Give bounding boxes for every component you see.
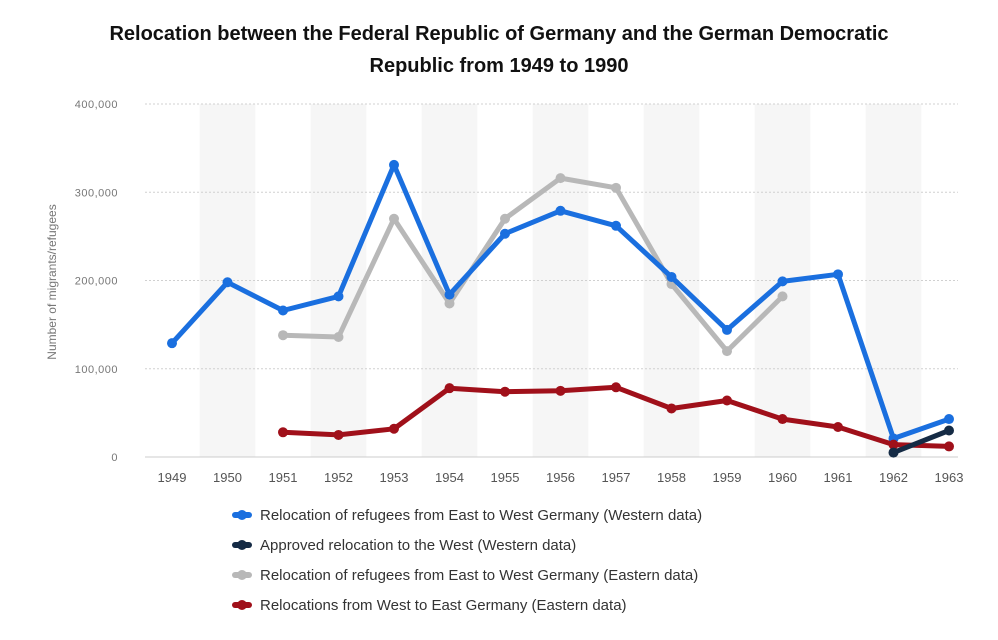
legend-item[interactable]: Relocations from West to East Germany (E… [232,590,702,620]
data-point[interactable] [167,338,177,349]
data-point[interactable] [389,213,399,224]
data-point[interactable] [389,423,399,434]
data-point[interactable] [333,331,344,342]
gridlines [145,103,958,458]
x-axis-ticks: 1949 1950 1951 1952 1953 1954 1955 1956 1957 1958… [158,470,964,485]
data-point[interactable] [333,291,344,302]
series-line [280,175,785,354]
data-point[interactable] [888,439,899,450]
legend-item[interactable]: Approved relocation to the West (Western… [232,530,702,560]
x-tick-label: 1954 [435,470,464,485]
data-point[interactable] [722,346,732,357]
data-point[interactable] [944,441,954,452]
x-tick-label: 1953 [380,470,409,485]
x-tick-label: 1961 [824,470,853,485]
data-point[interactable] [611,182,621,193]
data-point[interactable] [888,447,899,458]
x-tick-label: 1963 [935,470,964,485]
data-point[interactable] [444,383,455,394]
series-2[interactable] [278,173,788,357]
data-point[interactable] [944,414,954,425]
y-tick-label: 400,000 [75,99,118,111]
legend-marker [232,540,252,550]
x-tick-label: 1956 [546,470,575,485]
data-point[interactable] [777,276,788,287]
legend-label: Approved relocation to the West (Western… [260,536,577,554]
data-point[interactable] [666,403,677,414]
data-point[interactable] [833,421,843,432]
y-axis-label: Number of migrants/refugees [45,204,59,359]
data-point[interactable] [555,385,566,396]
x-tick-label: 1951 [269,470,298,485]
y-tick-label: 200,000 [75,276,118,288]
data-point[interactable] [722,324,732,335]
legend: Relocation of refugees from East to West… [232,500,702,620]
series-1[interactable] [888,425,955,458]
x-tick-label: 1955 [491,470,520,485]
y-tick-label: 100,000 [75,364,118,376]
y-tick-label: 300,000 [75,187,118,199]
x-tick-label: 1962 [879,470,908,485]
series-layer [167,159,955,458]
data-point[interactable] [722,395,732,406]
chart-title-line-1: Relocation between the Federal Republic … [109,23,889,45]
data-point[interactable] [278,305,288,316]
series-0[interactable] [167,159,954,444]
data-point[interactable] [777,291,788,302]
legend-item[interactable]: Relocation of refugees from East to West… [232,500,702,530]
data-point[interactable] [555,173,566,184]
legend-label: Relocation of refugees from East to West… [260,566,699,584]
x-tick-label: 1959 [713,470,742,485]
y-tick-label: 0 [111,452,118,464]
x-tick-label: 1957 [602,470,631,485]
data-point[interactable] [222,277,233,288]
legend-item[interactable]: Relocation of refugees from East to West… [232,560,702,590]
data-point[interactable] [444,298,455,309]
legend-marker [232,600,252,610]
series-3[interactable] [278,382,954,452]
x-tick-label: 1960 [768,470,797,485]
legend-marker [232,510,252,520]
data-point[interactable] [833,269,843,280]
data-point[interactable] [611,382,621,393]
legend-marker [232,570,252,580]
series-line [891,428,952,456]
legend-label: Relocations from West to East Germany (E… [260,596,627,614]
data-point[interactable] [777,414,788,425]
x-tick-label: 1950 [213,470,242,485]
legend-label: Relocation of refugees from East to West… [260,506,703,524]
data-point[interactable] [500,228,510,239]
data-point[interactable] [333,429,344,440]
x-tick-label: 1949 [158,470,187,485]
data-point[interactable] [611,220,621,231]
data-point[interactable] [500,386,510,397]
data-point[interactable] [278,330,288,341]
x-tick-label: 1958 [657,470,686,485]
data-point[interactable] [444,289,455,300]
x-tick-label: 1952 [324,470,353,485]
chart-title: Relocation between the Federal Republic … [0,18,998,82]
data-point[interactable] [555,205,566,216]
chart-title-line-2: Republic from 1949 to 1990 [369,55,629,77]
data-point[interactable] [500,213,510,224]
data-point[interactable] [666,271,677,282]
data-point[interactable] [278,427,288,438]
data-point[interactable] [389,159,399,170]
series-line [280,384,952,449]
data-point[interactable] [944,425,954,436]
y-axis-ticks: 0 100,000 200,000 300,000 400,000 [75,99,118,464]
